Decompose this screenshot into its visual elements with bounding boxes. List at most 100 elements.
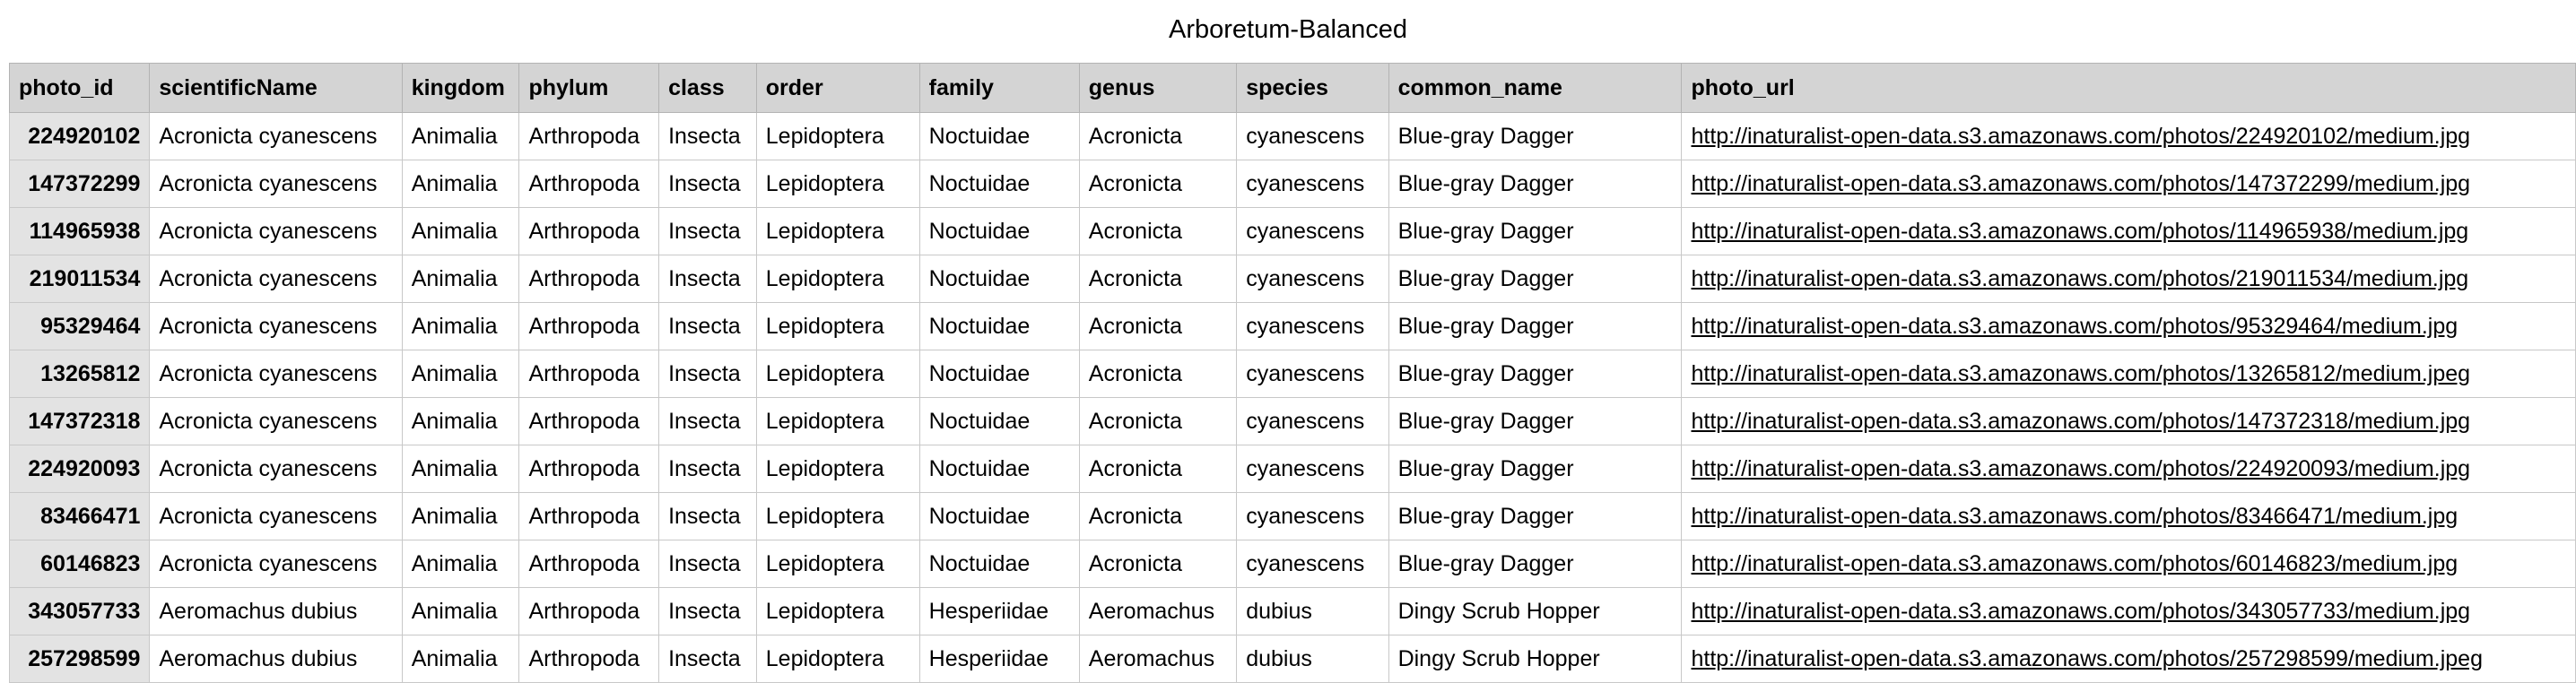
cell-order: Lepidoptera (755, 540, 920, 588)
photo-url-link[interactable]: http://inaturalist-open-data.s3.amazonaw… (1691, 645, 2483, 671)
table-row: 95329464 Acronicta cyanescens Animalia Arth… (8, 302, 2576, 350)
cell-order: Lepidoptera (755, 492, 920, 540)
cell-phylum: Arthropoda (518, 207, 660, 255)
cell-kingdom: Animalia (401, 445, 520, 493)
cell-photo-url: http://inaturalist-open-data.s3.amazonaw… (1681, 207, 2576, 255)
cell-common-name: Blue-gray Dagger (1388, 112, 1683, 160)
cell-species: cyanescens (1236, 160, 1389, 208)
column-header-class[interactable]: class (658, 63, 757, 113)
cell-scientificname: Acronicta cyanescens (149, 445, 403, 493)
cell-photo-url: http://inaturalist-open-data.s3.amazonaw… (1681, 397, 2576, 445)
cell-order: Lepidoptera (755, 255, 920, 303)
column-header-photo-url[interactable]: photo_url (1681, 63, 2576, 113)
cell-kingdom: Animalia (401, 112, 520, 160)
page-title: Arboretum-Balanced (1169, 15, 1407, 44)
cell-order: Lepidoptera (755, 207, 920, 255)
cell-scientificname: Acronicta cyanescens (149, 492, 403, 540)
cell-phylum: Arthropoda (518, 160, 660, 208)
photo-url-link[interactable]: http://inaturalist-open-data.s3.amazonaw… (1691, 550, 2459, 576)
column-header-kingdom[interactable]: kingdom (401, 63, 520, 113)
cell-common-name: Blue-gray Dagger (1388, 492, 1683, 540)
cell-kingdom: Animalia (401, 587, 520, 635)
cell-kingdom: Animalia (401, 160, 520, 208)
cell-genus: Acronicta (1078, 540, 1238, 588)
cell-class: Insecta (658, 302, 757, 350)
cell-phylum: Arthropoda (518, 350, 660, 398)
cell-genus: Acronicta (1078, 445, 1238, 493)
cell-common-name: Blue-gray Dagger (1388, 207, 1683, 255)
cell-common-name: Blue-gray Dagger (1388, 160, 1683, 208)
table-row: 257298599 Aeromachus dubius Animalia Arthro… (8, 635, 2576, 683)
cell-common-name: Blue-gray Dagger (1388, 350, 1683, 398)
cell-photo-id: 114965938 (8, 207, 151, 255)
column-header-family[interactable]: family (918, 63, 1080, 113)
cell-class: Insecta (658, 255, 757, 303)
cell-genus: Acronicta (1078, 207, 1238, 255)
cell-photo-id: 257298599 (8, 635, 151, 683)
cell-photo-id: 147372299 (8, 160, 151, 208)
cell-common-name: Dingy Scrub Hopper (1388, 635, 1683, 683)
cell-kingdom: Animalia (401, 492, 520, 540)
column-header-photo-id[interactable]: photo_id (8, 63, 151, 113)
cell-family: Noctuidae (918, 492, 1080, 540)
cell-kingdom: Animalia (401, 302, 520, 350)
cell-order: Lepidoptera (755, 635, 920, 683)
photo-url-link[interactable]: http://inaturalist-open-data.s3.amazonaw… (1691, 503, 2459, 529)
photo-url-link[interactable]: http://inaturalist-open-data.s3.amazonaw… (1691, 123, 2471, 149)
cell-phylum: Arthropoda (518, 540, 660, 588)
cell-genus: Acronicta (1078, 255, 1238, 303)
cell-photo-url: http://inaturalist-open-data.s3.amazonaw… (1681, 302, 2576, 350)
photo-url-link[interactable]: http://inaturalist-open-data.s3.amazonaw… (1691, 408, 2471, 434)
photo-url-link[interactable]: http://inaturalist-open-data.s3.amazonaw… (1691, 265, 2469, 291)
cell-scientificname: Aeromachus dubius (149, 587, 403, 635)
cell-class: Insecta (658, 587, 757, 635)
cell-photo-url: http://inaturalist-open-data.s3.amazonaw… (1681, 445, 2576, 493)
cell-photo-id: 83466471 (8, 492, 151, 540)
cell-photo-id: 13265812 (8, 350, 151, 398)
column-header-genus[interactable]: genus (1078, 63, 1238, 113)
cell-phylum: Arthropoda (518, 587, 660, 635)
cell-species: cyanescens (1236, 207, 1389, 255)
table-header: photo_id scientificName kingdom phylum class… (8, 63, 2576, 113)
column-header-common-name[interactable]: common_name (1388, 63, 1683, 113)
cell-species: cyanescens (1236, 492, 1389, 540)
photo-url-link[interactable]: http://inaturalist-open-data.s3.amazonaw… (1691, 360, 2471, 386)
table-row: 83466471 Acronicta cyanescens Animalia Arth… (8, 492, 2576, 540)
cell-phylum: Arthropoda (518, 445, 660, 493)
cell-common-name: Blue-gray Dagger (1388, 397, 1683, 445)
data-table: photo_id scientificName kingdom phylum class… (8, 63, 2576, 683)
cell-photo-id: 60146823 (8, 540, 151, 588)
cell-scientificname: Acronicta cyanescens (149, 112, 403, 160)
cell-genus: Acronicta (1078, 112, 1238, 160)
cell-order: Lepidoptera (755, 350, 920, 398)
photo-url-link[interactable]: http://inaturalist-open-data.s3.amazonaw… (1691, 170, 2471, 196)
cell-order: Lepidoptera (755, 587, 920, 635)
cell-scientificname: Acronicta cyanescens (149, 207, 403, 255)
cell-species: dubius (1236, 587, 1389, 635)
table-row: 219011534 Acronicta cyanescens Animalia Art… (8, 255, 2576, 303)
column-header-species[interactable]: species (1236, 63, 1389, 113)
cell-kingdom: Animalia (401, 255, 520, 303)
cell-species: cyanescens (1236, 397, 1389, 445)
photo-url-link[interactable]: http://inaturalist-open-data.s3.amazonaw… (1691, 313, 2459, 339)
cell-genus: Acronicta (1078, 302, 1238, 350)
photo-url-link[interactable]: http://inaturalist-open-data.s3.amazonaw… (1691, 218, 2469, 244)
cell-order: Lepidoptera (755, 112, 920, 160)
cell-class: Insecta (658, 350, 757, 398)
column-header-phylum[interactable]: phylum (518, 63, 660, 113)
cell-species: cyanescens (1236, 350, 1389, 398)
cell-genus: Acronicta (1078, 492, 1238, 540)
cell-common-name: Blue-gray Dagger (1388, 445, 1683, 493)
cell-phylum: Arthropoda (518, 112, 660, 160)
cell-kingdom: Animalia (401, 635, 520, 683)
cell-family: Noctuidae (918, 160, 1080, 208)
cell-genus: Acronicta (1078, 350, 1238, 398)
cell-family: Noctuidae (918, 255, 1080, 303)
photo-url-link[interactable]: http://inaturalist-open-data.s3.amazonaw… (1691, 455, 2471, 481)
cell-family: Noctuidae (918, 540, 1080, 588)
column-header-scientificname[interactable]: scientificName (149, 63, 403, 113)
column-header-order[interactable]: order (755, 63, 920, 113)
table-row: 147372318 Acronicta cyanescens Animalia Art… (8, 397, 2576, 445)
cell-photo-url: http://inaturalist-open-data.s3.amazonaw… (1681, 255, 2576, 303)
photo-url-link[interactable]: http://inaturalist-open-data.s3.amazonaw… (1691, 598, 2471, 624)
